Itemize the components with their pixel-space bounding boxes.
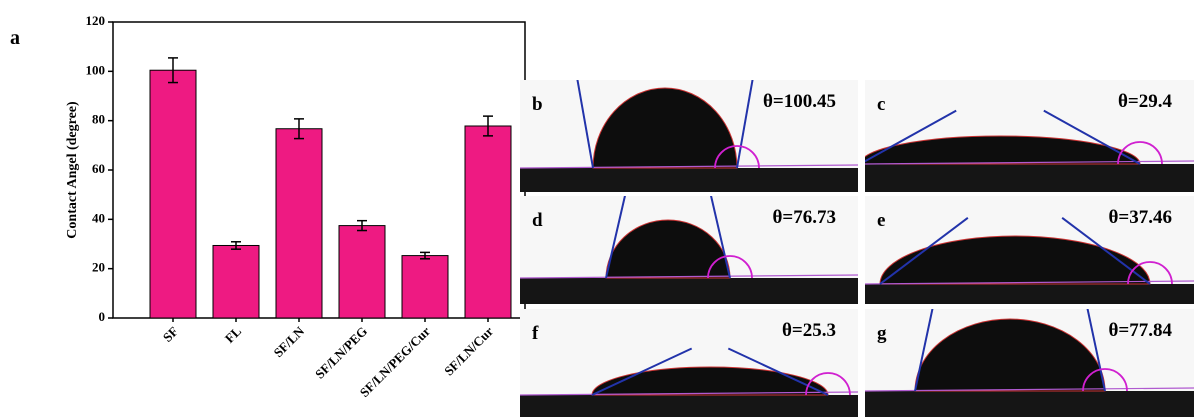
contact-angle-label: θ=29.4 — [1118, 91, 1172, 112]
photo-panel: d θ=76.73 — [520, 196, 858, 304]
photo-label: b — [532, 94, 543, 115]
bar — [212, 244, 260, 319]
droplet — [865, 135, 1141, 165]
y-axis-label: Contact Angel (degree) — [65, 101, 80, 239]
photo-panel: f θ=25.3 — [520, 309, 858, 417]
y-tick-label: 40 — [92, 210, 105, 225]
photo-panel: b θ=100.45 — [520, 80, 858, 192]
tangent-line — [879, 217, 969, 285]
photo-label: e — [877, 210, 885, 231]
x-tick-label: SF/LN/Cur — [441, 323, 496, 378]
contact-angle-label: θ=77.84 — [1109, 320, 1173, 341]
bar — [464, 125, 512, 319]
bar — [149, 69, 197, 319]
substrate — [865, 164, 1194, 192]
tangent-line — [1086, 309, 1106, 392]
baseline — [520, 164, 858, 169]
photo-panel: c θ=29.4 — [865, 80, 1194, 192]
droplet — [591, 366, 829, 396]
panel-label: a — [10, 27, 20, 49]
baseline — [865, 387, 1194, 392]
droplet — [592, 87, 738, 169]
photo-panel: g θ=77.84 — [865, 309, 1194, 417]
tangent-line — [727, 347, 829, 396]
y-tick-label: 100 — [86, 62, 106, 77]
bar — [338, 225, 386, 319]
x-tick-label: FL — [222, 323, 245, 346]
angle-arc — [1127, 261, 1173, 285]
bar — [401, 255, 449, 319]
y-tick-label: 80 — [92, 112, 105, 127]
droplet — [914, 318, 1106, 392]
contact-angle-label: θ=37.46 — [1109, 207, 1173, 228]
substrate — [520, 168, 858, 192]
x-tick-label: SF — [160, 323, 181, 344]
angle-arc — [805, 372, 851, 396]
y-tick-label: 60 — [92, 161, 105, 176]
substrate — [865, 284, 1194, 304]
substrate — [865, 391, 1194, 417]
bar — [275, 128, 323, 319]
angle-arc — [1082, 368, 1128, 392]
y-tick-label: 0 — [99, 309, 106, 324]
angle-arc — [714, 145, 760, 169]
tangent-line — [1061, 217, 1151, 285]
substrate — [520, 395, 858, 417]
y-tick-label: 120 — [86, 13, 106, 28]
contact-angle-label: θ=76.73 — [773, 207, 837, 228]
baseline — [520, 391, 858, 396]
tangent-line — [576, 80, 594, 169]
tangent-line — [591, 347, 693, 396]
baseline — [865, 280, 1194, 285]
y-tick-label: 20 — [92, 260, 105, 275]
tangent-line — [1043, 109, 1141, 165]
baseline — [520, 274, 858, 279]
angle-arc — [707, 255, 753, 279]
photo-label: f — [532, 323, 539, 344]
tangent-line — [865, 109, 957, 163]
x-tick-label: SF/LN — [270, 323, 307, 360]
photo-label: c — [877, 94, 885, 115]
substrate — [520, 278, 858, 304]
tangent-line — [914, 309, 934, 392]
photo-label: d — [532, 210, 543, 231]
x-tick-label: SF/LN/PEG — [312, 324, 370, 382]
contact-angle-label: θ=25.3 — [782, 320, 836, 341]
tangent-line — [710, 196, 731, 279]
baseline — [865, 160, 1194, 165]
photo-label: g — [877, 323, 887, 344]
tangent-line — [605, 196, 626, 279]
contact-angle-label: θ=100.45 — [763, 91, 836, 112]
angle-arc — [1117, 141, 1163, 165]
photo-panel: e θ=37.46 — [865, 196, 1194, 304]
tangent-line — [736, 80, 754, 169]
